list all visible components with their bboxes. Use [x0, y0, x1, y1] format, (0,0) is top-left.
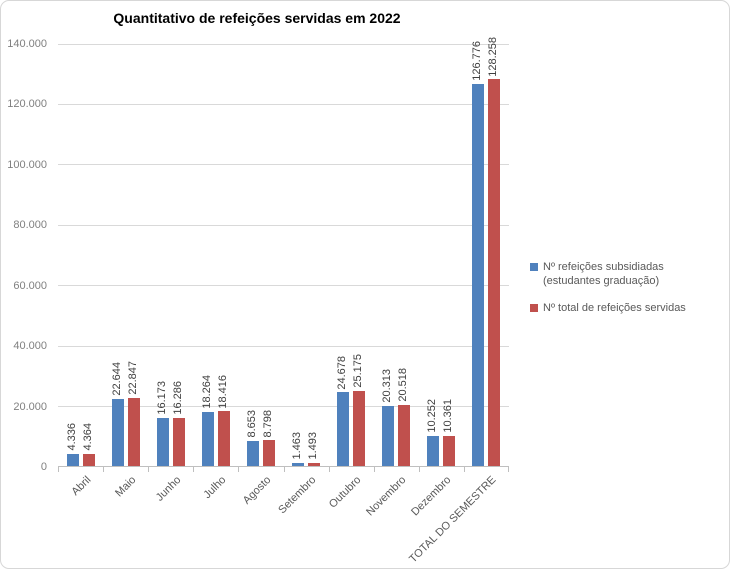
- bar-subsidiadas: [246, 440, 259, 467]
- bar-total: [82, 453, 95, 467]
- y-tick-label: 100.000: [7, 158, 47, 171]
- x-axis-labels: Abril Maio Junho Julho Agosto Setembro Outubro…: [58, 474, 509, 566]
- x-axis-tick: [373, 467, 375, 472]
- gridline: [58, 103, 509, 105]
- y-tick-label: 20.000: [13, 400, 47, 413]
- x-axis-tick: [58, 467, 59, 472]
- bar-value-label: 20.518: [397, 368, 410, 403]
- bar-value-label: 16.286: [171, 381, 184, 415]
- bar-value-label: 128.258: [487, 36, 500, 77]
- bar-total: [127, 397, 140, 467]
- bar-value-label: 1.493: [307, 431, 320, 460]
- bar-value-label: 10.361: [442, 399, 455, 433]
- x-category-label: Agosto: [240, 474, 274, 507]
- x-axis-tick: [193, 467, 195, 472]
- y-tick-label: 120.000: [7, 98, 47, 111]
- x-axis-tick: [148, 467, 150, 472]
- x-category-label: Julho: [201, 474, 229, 502]
- gridline: [58, 406, 509, 408]
- y-tick-label: 0: [40, 461, 47, 473]
- bar-value-label: 4.336: [65, 423, 78, 451]
- x-axis-tick: [418, 467, 420, 472]
- bar-value-label: 1.463: [291, 432, 304, 460]
- x-axis-tick: [103, 467, 105, 472]
- bar-total: [443, 435, 456, 467]
- bar-value-label: 4.364: [81, 423, 94, 451]
- gridline: [58, 164, 509, 166]
- bar-total: [308, 462, 321, 467]
- y-tick-label: 60.000: [13, 279, 47, 292]
- bar-subsidiadas: [292, 462, 305, 467]
- bar-subsidiadas: [427, 436, 440, 467]
- legend-item: Nº total de refeições servidas: [530, 301, 724, 315]
- bar-total: [217, 411, 230, 467]
- bar-subsidiadas: [66, 453, 79, 467]
- gridline: [58, 224, 509, 226]
- bar-value-label: 20.313: [381, 368, 394, 403]
- bar-value-label: 16.173: [155, 381, 168, 416]
- bar-total: [262, 440, 275, 467]
- bar-value-label: 8.653: [245, 410, 258, 438]
- x-axis-tick: [238, 467, 240, 472]
- x-axis-line: [58, 466, 509, 467]
- gridline: [58, 285, 509, 287]
- x-category-label: Dezembro: [409, 474, 454, 519]
- bar-total: [488, 79, 501, 467]
- bar-subsidiadas: [156, 418, 169, 467]
- legend-marker-red: [530, 304, 538, 312]
- x-category-label: Junho: [153, 474, 184, 504]
- bar-total: [172, 417, 185, 467]
- x-category-label: TOTAL DO SEMESTRE: [407, 474, 499, 566]
- bar-total: [398, 405, 411, 467]
- legend-marker-blue: [530, 263, 538, 271]
- x-category-label: Novembro: [364, 474, 409, 519]
- chart-legend: Nº refeições subsidiadas (estudantes gra…: [530, 260, 724, 315]
- gridline: [58, 345, 509, 347]
- x-axis-tick: [463, 467, 465, 472]
- x-category-label: Outubro: [327, 474, 364, 511]
- bar-subsidiadas: [111, 398, 124, 467]
- bar-subsidiadas: [382, 405, 395, 467]
- y-tick-label: 140.000: [7, 38, 47, 50]
- bar-value-label: 24.678: [336, 355, 349, 390]
- bar-subsidiadas: [201, 411, 214, 467]
- bar-value-label: 25.175: [352, 354, 365, 388]
- bar-subsidiadas: [472, 83, 485, 467]
- bar-value-label: 22.847: [126, 361, 139, 395]
- legend-item: Nº refeições subsidiadas (estudantes gra…: [530, 260, 724, 288]
- y-tick-label: 40.000: [13, 340, 47, 353]
- bar-value-label: 22.644: [110, 361, 123, 396]
- bar-value-label: 10.252: [426, 399, 439, 434]
- bar-value-label: 8.798: [261, 409, 274, 438]
- x-category-label: Maio: [112, 474, 139, 500]
- bar-total: [353, 390, 366, 467]
- x-axis-tick: [283, 467, 285, 472]
- bar-value-label: 18.264: [200, 375, 213, 409]
- bar-value-label: 18.416: [216, 374, 229, 409]
- legend-label: Nº total de refeições servidas: [543, 302, 686, 314]
- x-axis-tick: [328, 467, 330, 472]
- x-axis-ticks: [58, 467, 509, 472]
- y-tick-label: 80.000: [13, 219, 47, 232]
- y-axis: 0 20.000 40.000 60.000 80.000 100.000 120.000 1…: [1, 38, 47, 473]
- bar-value-label: 126.776: [471, 41, 484, 81]
- legend-label: Nº refeições subsidiadas (estudantes gra…: [543, 261, 664, 287]
- x-axis-tick: [508, 467, 509, 472]
- bar-subsidiadas: [337, 392, 350, 467]
- plot-area: 4.336 4.364 22.644 22.847 16.173 16.286 18.264…: [58, 37, 509, 467]
- gridline: [58, 43, 509, 45]
- x-category-label: Setembro: [276, 474, 319, 517]
- chart-title: Quantitativo de refeições servidas em 20…: [113, 10, 401, 26]
- x-category-label: Abril: [68, 474, 94, 499]
